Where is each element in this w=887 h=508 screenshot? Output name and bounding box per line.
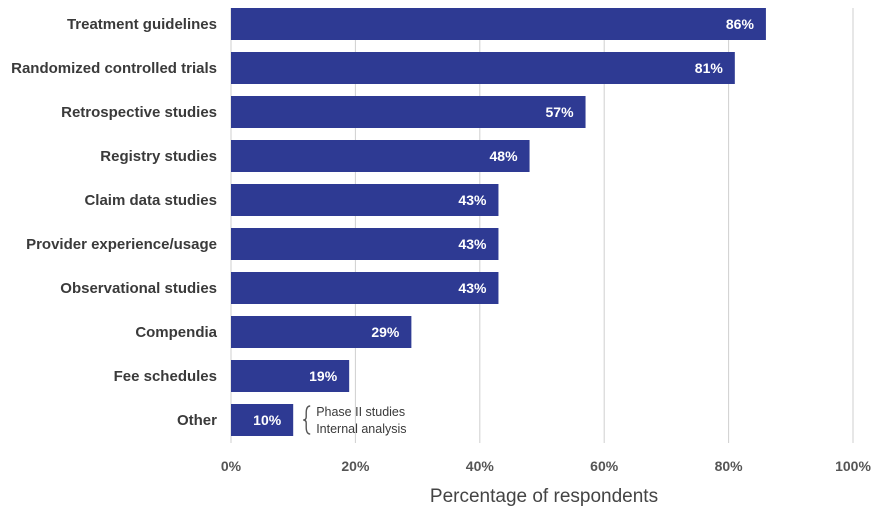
bar-value-label: 48% (490, 148, 519, 164)
x-tick-label: 100% (835, 458, 871, 474)
bar-value-label: 19% (309, 368, 338, 384)
x-tick-label: 80% (715, 458, 744, 474)
bar-value-label: 29% (371, 324, 400, 340)
bar (231, 228, 499, 260)
x-tick-labels: 0% 20% 40% 60% 80% 100% (221, 458, 872, 474)
x-tick-label: 20% (341, 458, 370, 474)
category-label: Fee schedules (114, 368, 217, 385)
category-label: Retrospective studies (61, 104, 217, 121)
bar-value-label: 86% (726, 16, 755, 32)
other-annotation: Phase II studies Internal analysis (303, 405, 407, 436)
bar-value-label: 43% (458, 236, 487, 252)
annotation-item: Internal analysis (316, 422, 406, 436)
category-label: Treatment guidelines (67, 16, 217, 33)
bar (231, 8, 766, 40)
bar (231, 272, 499, 304)
bar (231, 52, 735, 84)
category-labels: Treatment guidelines Randomized controlle… (11, 16, 218, 429)
bar (231, 96, 586, 128)
category-label: Randomized controlled trials (11, 60, 217, 77)
annotation-brace (303, 405, 311, 435)
bar (231, 184, 499, 216)
x-tick-label: 60% (590, 458, 619, 474)
category-label: Observational studies (60, 280, 217, 297)
bar (231, 404, 294, 436)
x-tick-label: 0% (221, 458, 242, 474)
bar-value-label: 43% (458, 192, 487, 208)
bar-value-label: 43% (458, 280, 487, 296)
category-label: Registry studies (100, 148, 217, 165)
bar-value-label: 57% (546, 104, 575, 120)
x-axis-title: Percentage of respondents (430, 486, 658, 507)
category-label: Compendia (135, 324, 217, 341)
x-tick-label: 40% (466, 458, 495, 474)
bar (231, 316, 412, 348)
annotation-item: Phase II studies (316, 405, 405, 419)
category-label: Provider experience/usage (26, 236, 217, 253)
bar-value-label: 81% (695, 60, 724, 76)
bar (231, 140, 530, 172)
category-label: Other (177, 412, 217, 429)
bars-group (231, 8, 766, 436)
bar-value-label: 10% (253, 412, 282, 428)
value-labels: 86% 81% 57% 48% 43% 43% 43% 29% 19% 10% (253, 16, 754, 428)
bar (231, 360, 350, 392)
category-label: Claim data studies (84, 192, 217, 209)
